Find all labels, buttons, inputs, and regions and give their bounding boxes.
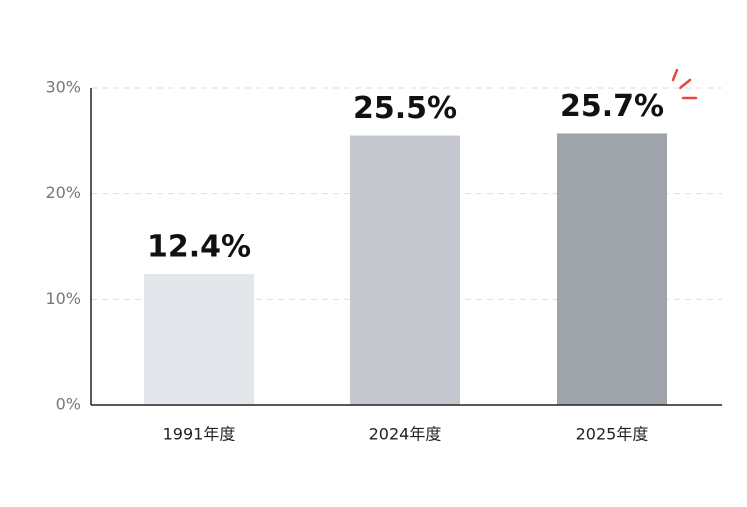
y-tick-label: 0%	[56, 395, 81, 414]
bar	[350, 135, 460, 406]
value-label: 25.5%	[353, 91, 457, 126]
value-label: 25.7%	[560, 89, 664, 124]
bar	[144, 273, 254, 405]
y-tick-label: 10%	[45, 289, 81, 308]
y-tick-label: 20%	[45, 183, 81, 202]
x-tick-label: 1991年度	[163, 425, 236, 444]
y-tick-label: 30%	[45, 78, 81, 97]
sparkle	[671, 68, 698, 100]
bar	[557, 133, 667, 406]
value-label: 12.4%	[147, 229, 251, 264]
x-tick-label: 2025年度	[576, 425, 649, 444]
x-tick-label: 2024年度	[369, 425, 442, 444]
